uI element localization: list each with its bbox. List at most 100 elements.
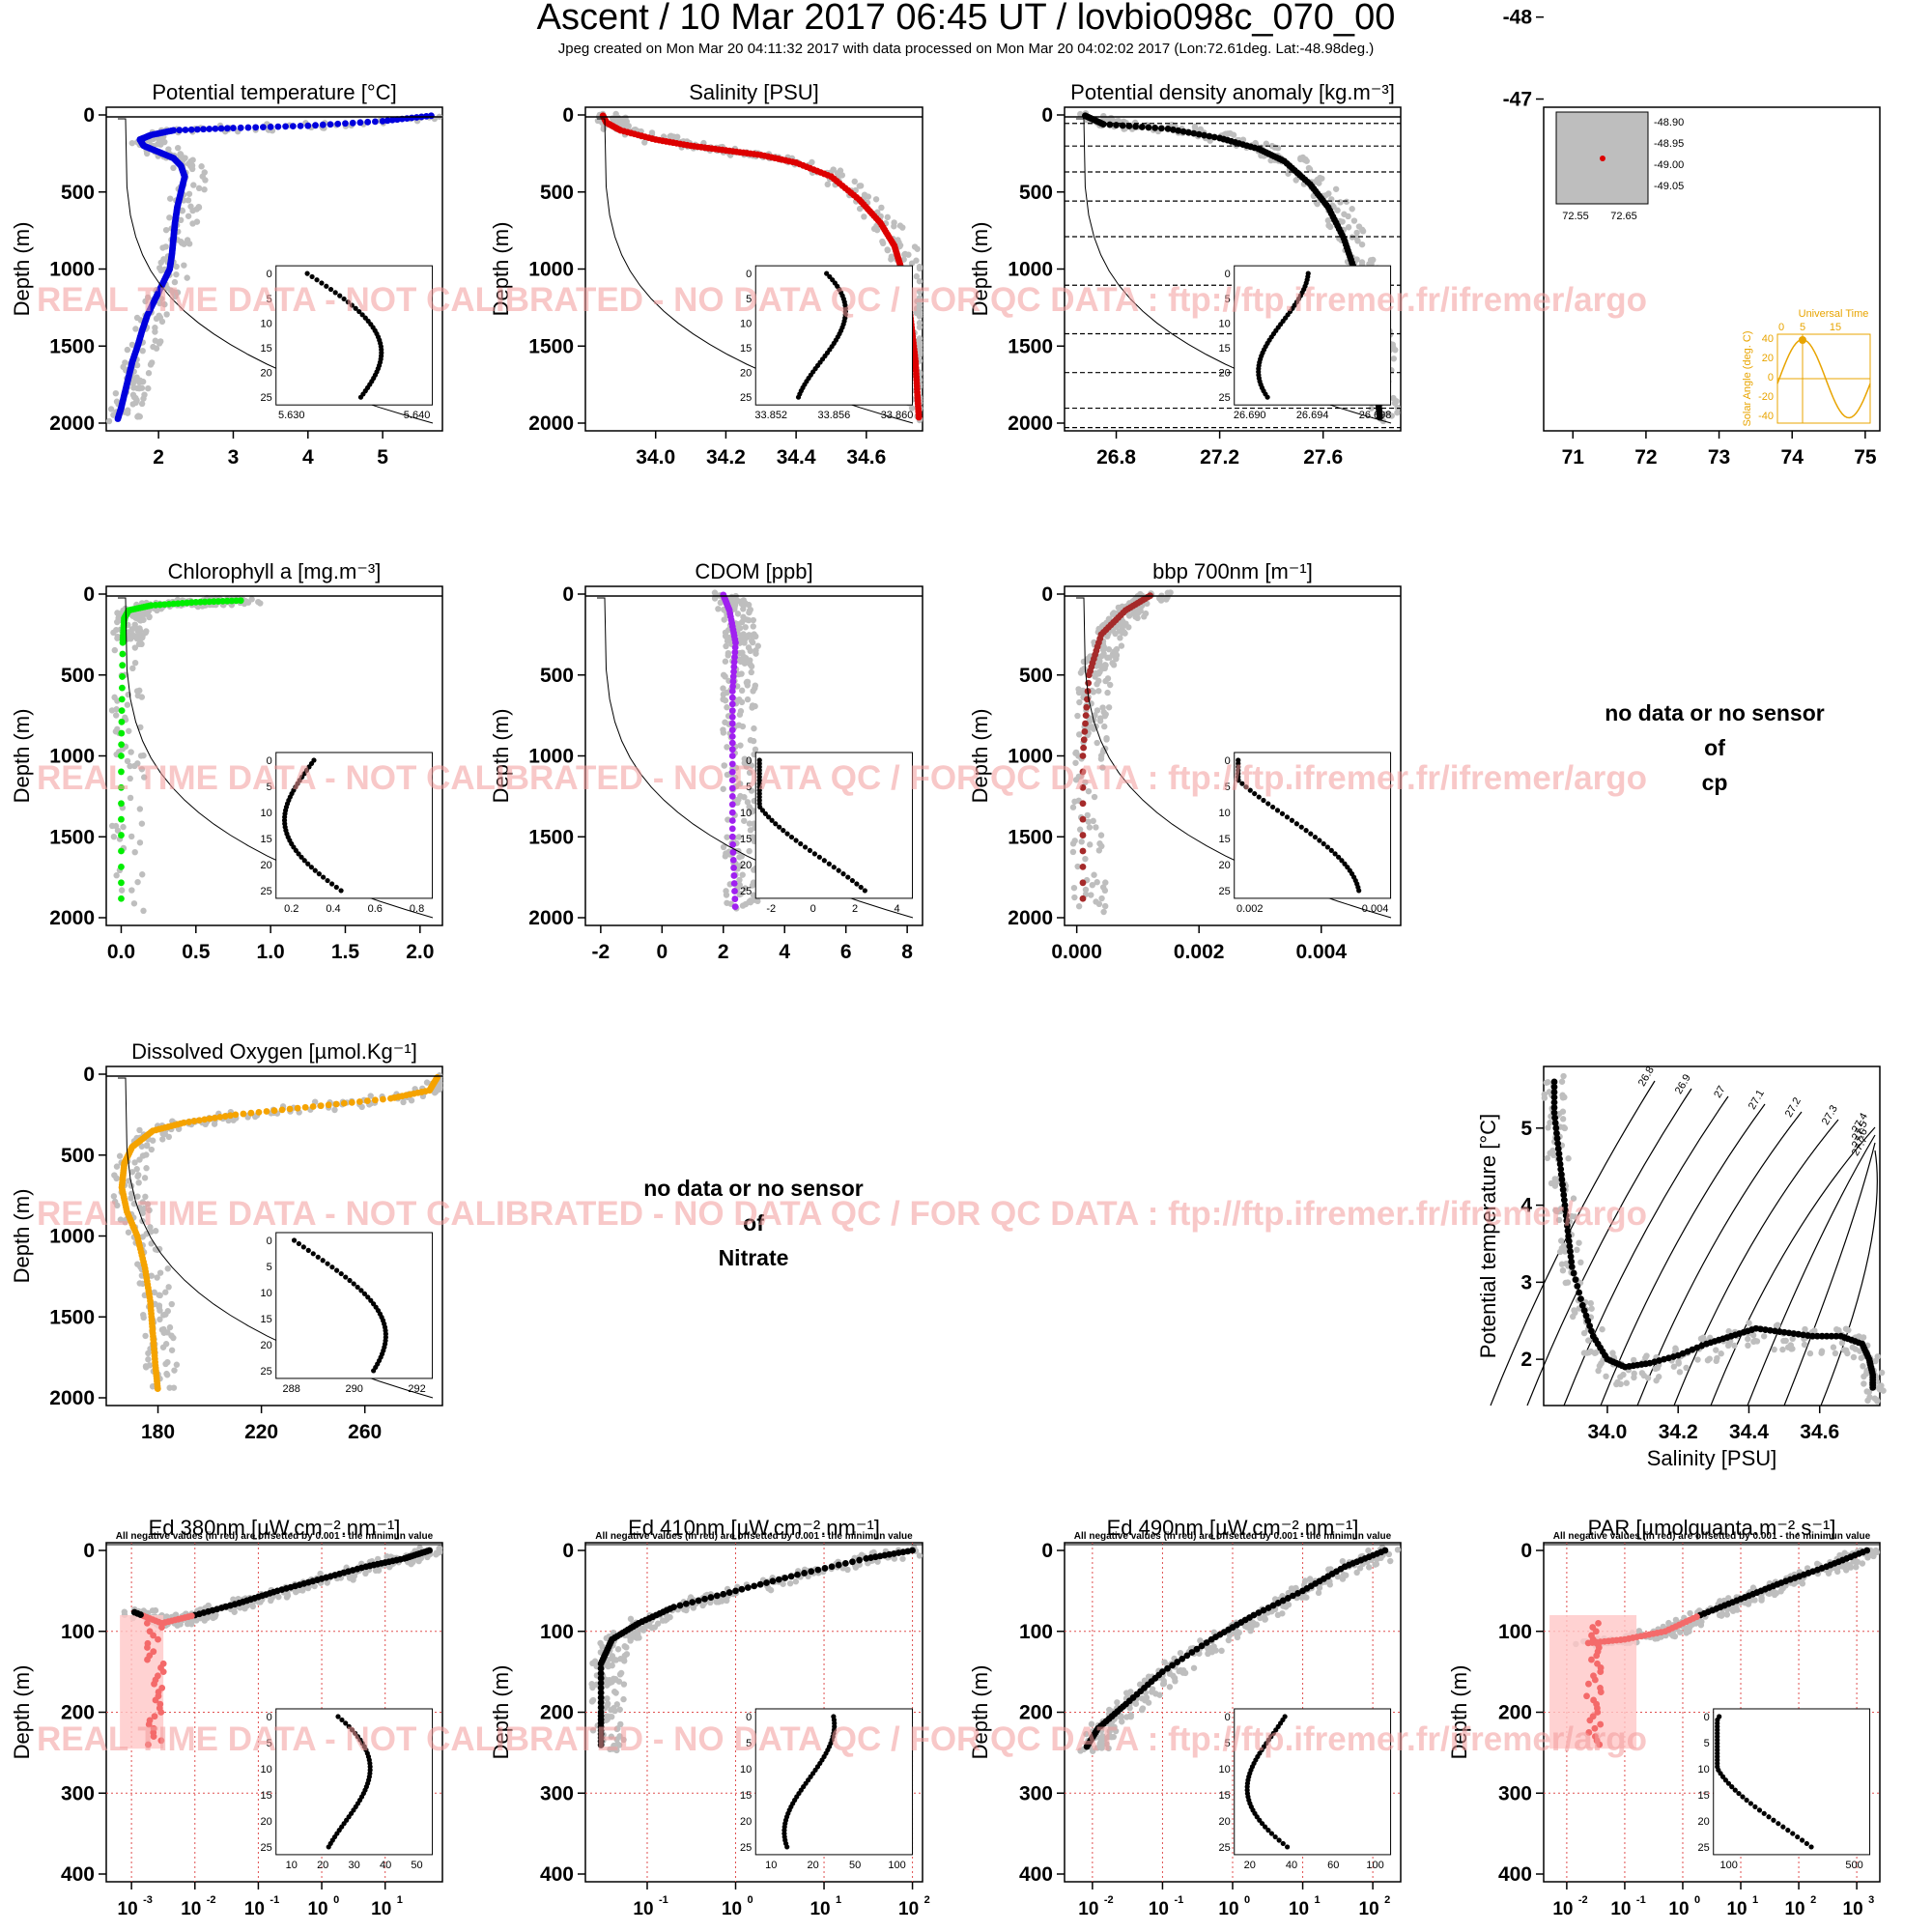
climatology-point	[185, 197, 192, 204]
profile-point	[319, 121, 327, 128]
profile-point	[355, 1098, 363, 1105]
panel-title: Dissolved Oxygen [µmol.Kg⁻¹]	[131, 1039, 417, 1064]
climatology-point	[1123, 1714, 1130, 1720]
profile-point	[1080, 744, 1088, 752]
y-tick-label: 500	[1019, 182, 1053, 204]
profile-point	[728, 746, 736, 753]
chart-panel-7: Dissolved Oxygen [µmol.Kg⁻¹]Depth (m)050…	[10, 1039, 443, 1443]
profile-point	[707, 1594, 715, 1601]
profile-point	[728, 713, 736, 721]
inset-x-tick-label: 50	[849, 1860, 861, 1871]
climatology-point	[129, 391, 137, 399]
negative-profile-point	[157, 1709, 165, 1716]
profile-point	[1106, 121, 1114, 128]
climatology-point	[1160, 1680, 1168, 1688]
y-tick-label: 100	[1019, 1621, 1053, 1643]
inset-x-tick-label: 5.630	[278, 410, 305, 421]
climatology-point	[861, 213, 867, 220]
inset-point	[784, 1844, 790, 1850]
y-tick-label: 0	[83, 583, 95, 606]
profile-point	[304, 122, 312, 129]
chart-panel-8: Ed 380nm [µW.cm⁻².nm⁻¹]All negative valu…	[10, 1516, 443, 1919]
profile-point	[1082, 712, 1090, 720]
climatology-point	[1152, 1690, 1159, 1697]
climatology-point	[614, 114, 622, 121]
inset-x-tick-label: 26.690	[1234, 410, 1266, 421]
x-tick-label: -2	[592, 941, 611, 963]
climatology-point	[1279, 1610, 1286, 1617]
climatology-point	[1082, 855, 1089, 863]
inset-y-tick-label: 15	[740, 1790, 752, 1802]
climatology-point	[1343, 198, 1350, 205]
profile-point	[1079, 753, 1087, 759]
climatology-point	[1665, 1619, 1672, 1627]
climatology-point	[190, 182, 197, 188]
y-tick-label: 500	[540, 665, 574, 687]
inset-x-tick-label: 20	[808, 1860, 819, 1871]
climatology-point	[131, 644, 139, 651]
inset-point	[854, 881, 860, 887]
climatology-point	[113, 626, 120, 634]
climatology-point	[136, 839, 144, 846]
climatology-point	[173, 1361, 181, 1368]
chart-panel-10: Ed 490nm [µW.cm⁻².nm⁻¹]All negative valu…	[968, 1516, 1402, 1919]
inset-point	[305, 1247, 311, 1253]
climatology-point	[113, 712, 120, 719]
profile-point	[130, 1608, 138, 1616]
climatology-point	[1112, 649, 1119, 657]
climatology-point	[752, 685, 758, 692]
climatology-point	[605, 1713, 612, 1719]
profile-point	[849, 1558, 856, 1566]
chart-panel-11: PAR [µmolquanta.m⁻².s⁻¹]All negative val…	[1447, 1516, 1881, 1919]
climatology-point	[589, 1684, 596, 1691]
y-tick-label: 2000	[1008, 907, 1053, 929]
x-tick-exponent: 1	[836, 1894, 841, 1906]
climatology-point	[1110, 662, 1118, 668]
inset-y-tick-label: 15	[740, 834, 752, 845]
inset-point	[1285, 1844, 1291, 1850]
climatology-point	[752, 746, 759, 753]
climatology-point	[145, 370, 153, 377]
climatology-point	[1098, 895, 1105, 902]
climatology-point	[168, 1300, 175, 1308]
climatology-point	[1387, 1557, 1394, 1565]
profile-point	[119, 650, 127, 658]
climatology-point	[185, 213, 192, 219]
panel-note: All negative values (in red) are offsett…	[595, 1531, 913, 1542]
inset-point	[338, 1270, 344, 1277]
inset-y-tick-label: 25	[740, 392, 752, 404]
y-axis-label: Depth (m)	[10, 1665, 34, 1760]
climatology-point	[201, 185, 208, 193]
x-tick-exponent: 0	[1244, 1894, 1250, 1906]
climatology-point	[1085, 818, 1092, 825]
y-axis-label: Depth (m)	[10, 709, 34, 804]
profile-point	[730, 872, 738, 879]
climatology-point	[739, 657, 746, 665]
climatology-point	[140, 1314, 147, 1321]
profile-point	[364, 118, 372, 126]
climatology-point	[173, 263, 180, 270]
profile-point	[263, 1108, 270, 1115]
panel-title: Salinity [PSU]	[689, 80, 819, 104]
panel-note: All negative values (in red) are offsett…	[1553, 1531, 1871, 1542]
climatology-point	[738, 670, 745, 677]
climatology-point	[624, 123, 632, 129]
climatology-point	[1095, 670, 1102, 677]
climatology-point	[140, 1152, 147, 1159]
climatology-point	[1125, 624, 1132, 631]
climatology-point	[916, 288, 923, 296]
climatology-point	[715, 606, 722, 612]
climatology-point	[170, 1334, 177, 1342]
inset-y-tick-label: 20	[1218, 1816, 1230, 1828]
profile-point	[312, 122, 319, 129]
climatology-point	[1069, 840, 1077, 847]
inset-point	[824, 270, 830, 276]
inset-y-tick-label: 25	[260, 886, 271, 897]
climatology-point	[107, 406, 115, 412]
negative-profile-point	[1588, 1656, 1595, 1663]
climatology-point	[162, 1311, 169, 1318]
climatology-point	[1103, 734, 1110, 742]
x-tick-label: 10	[371, 1899, 391, 1919]
profile-point	[725, 1589, 733, 1596]
climatology-point	[1069, 804, 1077, 810]
